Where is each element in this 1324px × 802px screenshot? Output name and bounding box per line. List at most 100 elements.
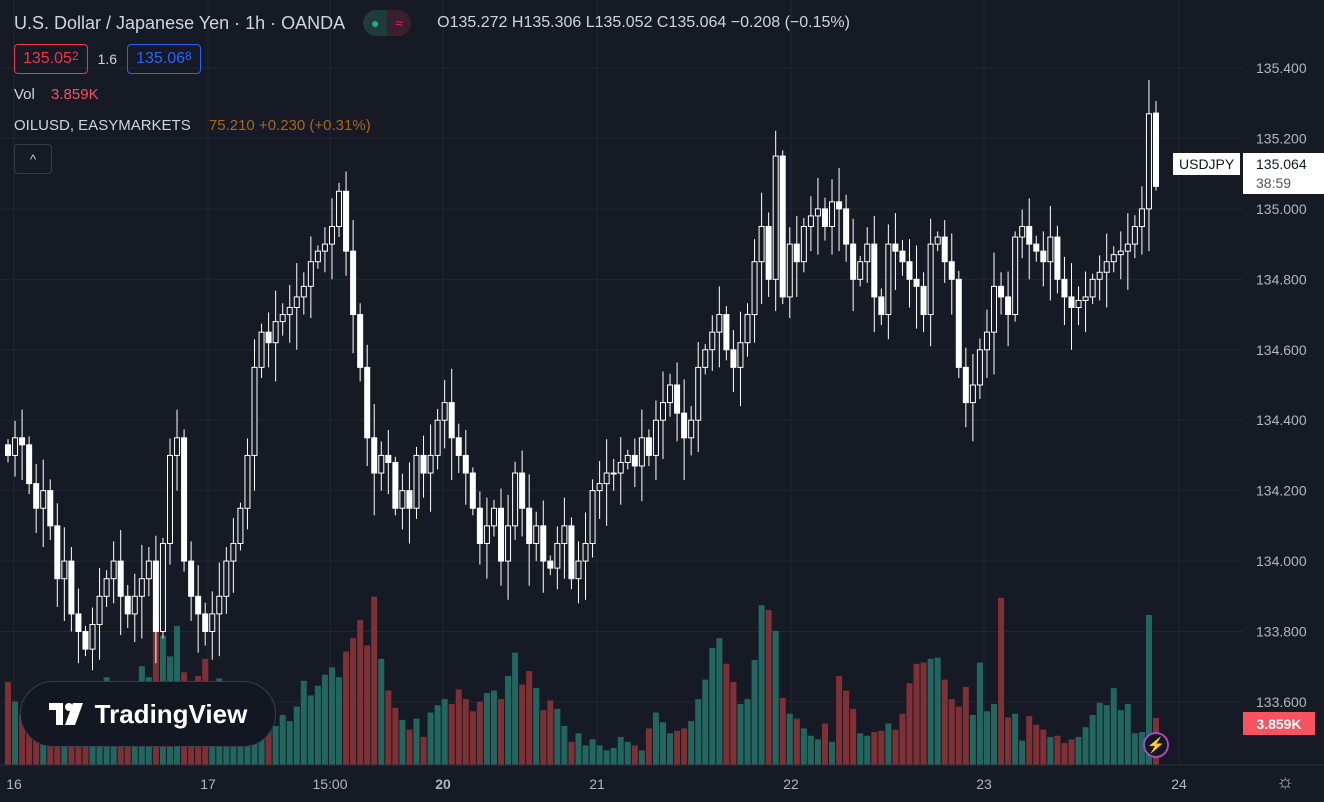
- volume-bar: [758, 605, 765, 765]
- tradingview-logo[interactable]: TradingView: [20, 681, 276, 747]
- volume-bar: [779, 697, 786, 765]
- settings-gear-icon[interactable]: ☼: [1276, 771, 1295, 793]
- candle-down: [871, 243, 878, 298]
- volume-bar: [969, 714, 976, 765]
- candle-up: [561, 525, 568, 544]
- candle-down: [75, 613, 82, 633]
- volume-bar: [469, 711, 476, 765]
- volume-bar: [772, 630, 779, 765]
- market-open-icon: ●: [363, 10, 388, 36]
- candle-up: [617, 461, 624, 474]
- volume-bar: [12, 701, 19, 765]
- volume-bar: [343, 651, 350, 765]
- candle-up: [1082, 296, 1089, 301]
- volume-bar: [610, 747, 617, 765]
- candle-up: [251, 366, 258, 456]
- candle-down: [350, 250, 357, 316]
- volume-price-label: 3.859K: [1243, 712, 1315, 735]
- candle-down: [913, 278, 920, 287]
- volume-bar: [364, 645, 371, 765]
- volume-bar: [730, 682, 737, 765]
- candle-up: [991, 285, 998, 333]
- volume-bar: [976, 662, 983, 765]
- volume-bar: [744, 699, 751, 765]
- candle-down: [117, 560, 124, 597]
- volume-bar: [561, 725, 568, 765]
- candle-down: [1026, 225, 1033, 245]
- candle-down: [941, 236, 948, 263]
- volume-bar: [871, 732, 878, 765]
- volume-bar: [483, 693, 490, 765]
- symbol-title[interactable]: U.S. Dollar / Japanese Yen · 1h · OANDA: [14, 12, 346, 33]
- volume-bar: [688, 721, 695, 765]
- candle-up: [159, 542, 166, 633]
- volume-bar: [899, 713, 906, 765]
- volume-bar: [864, 735, 871, 765]
- market-status[interactable]: ● ≈: [363, 10, 412, 36]
- volume-bar: [300, 680, 307, 765]
- candle-up: [709, 331, 716, 351]
- candle-up: [223, 560, 230, 597]
- candle-down: [836, 201, 843, 210]
- candle-up: [603, 472, 610, 485]
- candle-down: [730, 349, 737, 368]
- candle-down: [364, 366, 371, 439]
- volume-bar: [321, 674, 328, 765]
- price-tick-label: 134.800: [1256, 271, 1307, 287]
- time-axis[interactable]: 16 17 15:00 20 21 22 23 24: [6, 776, 1187, 792]
- volume-bar: [371, 596, 378, 765]
- candle-down: [195, 595, 202, 615]
- candle-up: [927, 243, 934, 316]
- compare-legend[interactable]: OILUSD, EASYMARKETS 75.210 +0.230 (+0.31…: [14, 117, 850, 134]
- volume-bar: [751, 660, 758, 765]
- candle-up: [589, 490, 596, 544]
- volume-legend[interactable]: Vol 3.859K: [14, 86, 850, 103]
- collapse-legend-button[interactable]: ^: [14, 144, 52, 174]
- lightning-icon[interactable]: ⚡: [1143, 732, 1169, 758]
- volume-bar: [336, 677, 343, 765]
- volume-bar: [857, 733, 864, 765]
- time-tick-label: 24: [1171, 776, 1187, 792]
- volume-bar: [1138, 732, 1145, 765]
- candle-down: [202, 613, 209, 633]
- volume-bar: [836, 675, 843, 765]
- price-axis[interactable]: 135.400 135.200 135.000 134.800 134.600 134.4…: [1256, 60, 1307, 710]
- candle-up: [751, 261, 758, 316]
- candle-up: [237, 507, 244, 544]
- candle-up: [702, 349, 709, 368]
- candle-up: [610, 472, 617, 475]
- candle-down: [265, 331, 272, 344]
- volume-bar: [490, 690, 497, 765]
- volume-bar: [462, 699, 469, 765]
- candle-up: [695, 366, 702, 421]
- time-tick-label: 22: [783, 776, 799, 792]
- volume-bar: [1068, 739, 1075, 765]
- candle-up: [1131, 225, 1138, 245]
- price-tick-label: 135.000: [1256, 201, 1307, 217]
- volume-bar: [638, 750, 645, 765]
- price-tick-label: 135.400: [1256, 60, 1307, 76]
- time-tick-label: 15:00: [312, 776, 347, 792]
- volume-bar: [547, 700, 554, 765]
- candle-up: [1103, 261, 1110, 273]
- candle-up: [427, 454, 434, 474]
- candle-up: [110, 560, 117, 580]
- volume-bar: [328, 667, 335, 765]
- candle-down: [476, 507, 483, 544]
- price-tick-label: 134.200: [1256, 483, 1307, 499]
- symbol-price-label: USDJPY: [1173, 153, 1241, 175]
- candle-up: [1089, 278, 1096, 298]
- candle-up: [688, 419, 695, 439]
- candle-up: [490, 507, 497, 527]
- buy-button[interactable]: 135.068: [127, 44, 201, 74]
- volume-bar: [1110, 688, 1117, 765]
- candle-down: [54, 525, 61, 580]
- tradingview-logo-icon: [48, 703, 83, 725]
- candle-down: [455, 437, 462, 456]
- volume-bar: [800, 728, 807, 765]
- sell-button[interactable]: 135.052: [14, 44, 88, 74]
- candle-down: [1033, 243, 1040, 252]
- candle-up: [61, 560, 68, 580]
- volume-bar: [955, 706, 962, 765]
- volume-bar: [554, 708, 561, 765]
